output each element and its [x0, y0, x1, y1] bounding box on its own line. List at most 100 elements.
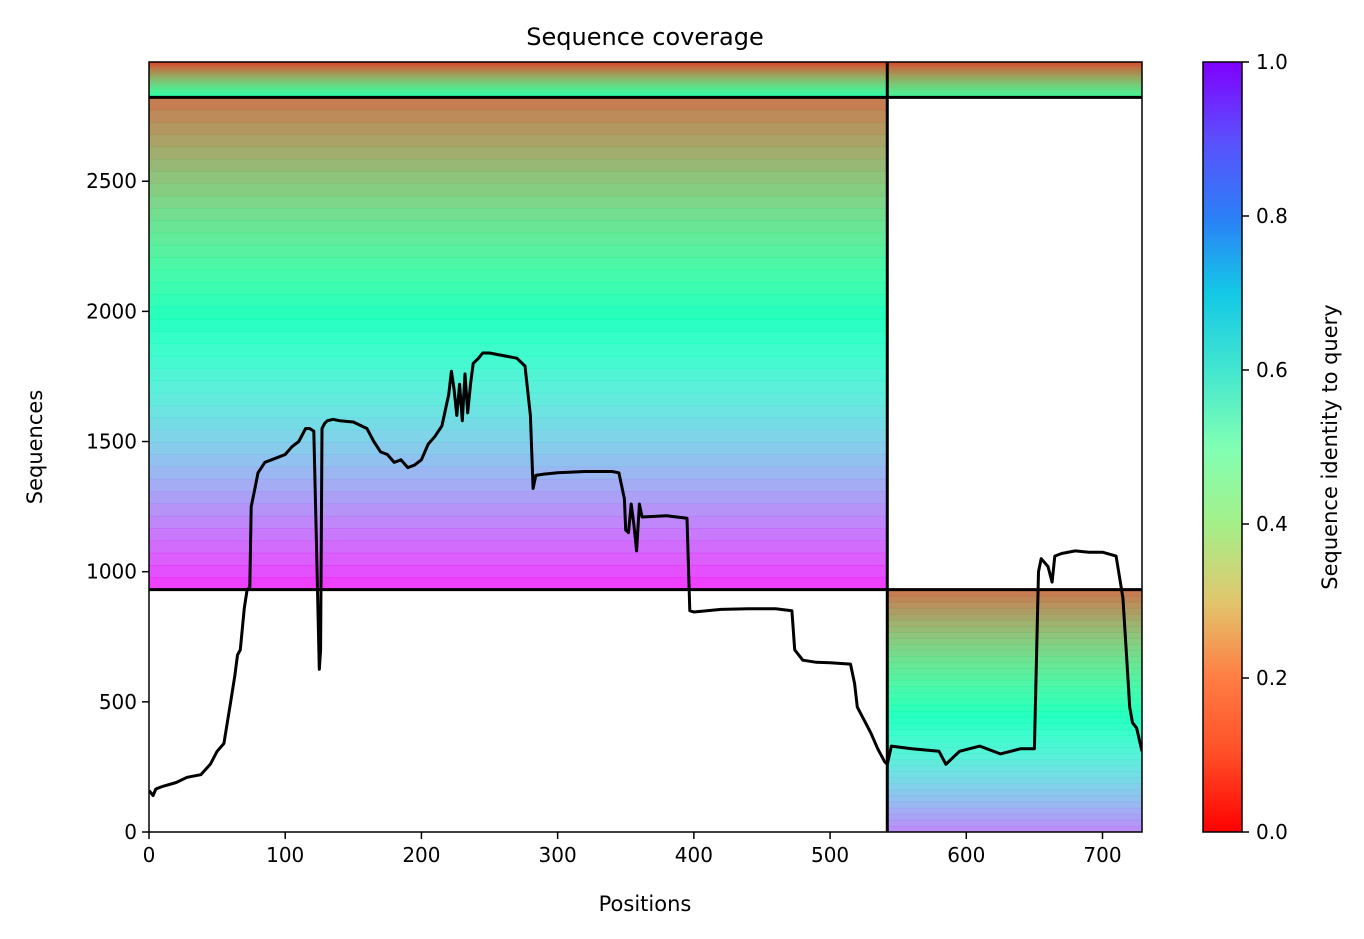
x-tick-label: 0: [143, 843, 156, 867]
coverage-band: [887, 716, 1142, 724]
coverage-band: [887, 674, 1142, 682]
coverage-band: [149, 74, 888, 76]
colorbar-tick-label: 0.0: [1256, 820, 1288, 844]
coverage-band: [149, 67, 888, 69]
coverage-band: [149, 69, 888, 71]
colorbar-tick-label: 0.8: [1256, 204, 1288, 228]
coverage-band: [149, 355, 888, 369]
coverage-band: [149, 82, 888, 84]
coverage-band: [887, 813, 1142, 821]
coverage-band: [887, 789, 1142, 797]
coverage-band: [887, 77, 1142, 80]
coverage-band: [887, 650, 1142, 657]
coverage-band: [887, 632, 1142, 639]
coverage-band: [887, 88, 1142, 91]
coverage-band: [149, 77, 888, 80]
coverage-band: [149, 78, 888, 81]
coverage-band: [887, 62, 1142, 65]
coverage-band: [149, 269, 888, 283]
coverage-band: [149, 109, 888, 123]
coverage-band: [887, 783, 1142, 791]
coverage-band: [149, 84, 888, 86]
coverage-band: [149, 429, 888, 443]
coverage-band: [887, 644, 1142, 651]
coverage-band: [887, 75, 1142, 77]
coverage-band: [149, 77, 888, 79]
colorbar-tick-label: 0.2: [1256, 666, 1288, 690]
colorbar-label: Sequence identity to query: [1318, 304, 1342, 589]
coverage-band: [149, 81, 888, 83]
coverage-band: [149, 282, 888, 295]
y-tick-label: 2000: [86, 299, 137, 323]
colorbar-tick-label: 1.0: [1256, 50, 1288, 74]
coverage-band: [149, 503, 888, 517]
chart-title: Sequence coverage: [526, 23, 763, 51]
coverage-band: [887, 613, 1142, 621]
coverage-band: [149, 318, 888, 332]
x-tick-label: 300: [539, 843, 577, 867]
coverage-band: [149, 75, 888, 77]
coverage-band: [887, 626, 1142, 633]
coverage-band: [149, 73, 888, 75]
coverage-band: [887, 656, 1142, 663]
y-tick-label: 2500: [86, 169, 137, 193]
coverage-band: [887, 85, 1142, 87]
x-tick-label: 500: [811, 843, 849, 867]
coverage-band: [887, 76, 1142, 78]
coverage-band: [887, 82, 1142, 84]
coverage-band: [887, 93, 1142, 96]
coverage-band: [887, 91, 1142, 93]
coverage-band: [887, 71, 1142, 74]
plot-frame: [148, 61, 1143, 833]
coverage-band: [149, 245, 888, 258]
coverage-band: [149, 220, 888, 234]
y-axis: 0 500 1000 1500 2000 2500: [86, 169, 149, 844]
coverage-band: [887, 753, 1142, 760]
coverage-band: [149, 66, 888, 68]
coverage-band: [149, 368, 888, 382]
coverage-band: [149, 64, 888, 67]
coverage-band: [149, 63, 888, 66]
coverage-band: [149, 85, 888, 87]
coverage-band: [887, 601, 1142, 609]
x-tick-label: 700: [1083, 843, 1121, 867]
coverage-band: [887, 68, 1142, 70]
coverage-band: [887, 680, 1142, 688]
y-tick-label: 1000: [86, 560, 137, 584]
coverage-band: [149, 146, 888, 160]
y-tick-label: 500: [99, 690, 137, 714]
coverage-band: [149, 69, 888, 72]
coverage-band: [887, 777, 1142, 785]
x-tick-label: 600: [947, 843, 985, 867]
coverage-band: [149, 195, 888, 209]
coverage-band: [887, 638, 1142, 645]
coverage-band: [887, 87, 1142, 90]
coverage-band: [149, 90, 888, 92]
coverage-band: [887, 595, 1142, 603]
coverage-band: [149, 441, 888, 455]
coverage-band: [149, 122, 888, 135]
coverage-band: [149, 70, 888, 73]
x-tick-label: 200: [402, 843, 440, 867]
coverage-band: [149, 88, 888, 91]
alignment-dividers: [149, 62, 1142, 832]
coverage-band: [887, 89, 1142, 91]
colorbar-ticks: 0.0 0.2 0.4 0.6 0.8 1.0: [1242, 50, 1288, 844]
coverage-band: [149, 80, 888, 83]
coverage-band: [149, 466, 888, 480]
coverage-band: [887, 771, 1142, 779]
coverage-band: [887, 668, 1142, 676]
x-axis: 0 100 200 300 400 500 600 700: [143, 832, 1122, 867]
coverage-band: [887, 64, 1142, 67]
coverage-band: [149, 93, 888, 96]
coverage-band: [887, 765, 1142, 773]
coverage-band: [887, 710, 1142, 718]
coverage-band: [149, 540, 888, 554]
coverage-band: [887, 94, 1142, 97]
coverage-band: [149, 417, 888, 431]
coverage-band: [149, 83, 888, 85]
coverage-band: [887, 735, 1142, 742]
coverage-band: [887, 759, 1142, 766]
coverage-band: [149, 91, 888, 93]
